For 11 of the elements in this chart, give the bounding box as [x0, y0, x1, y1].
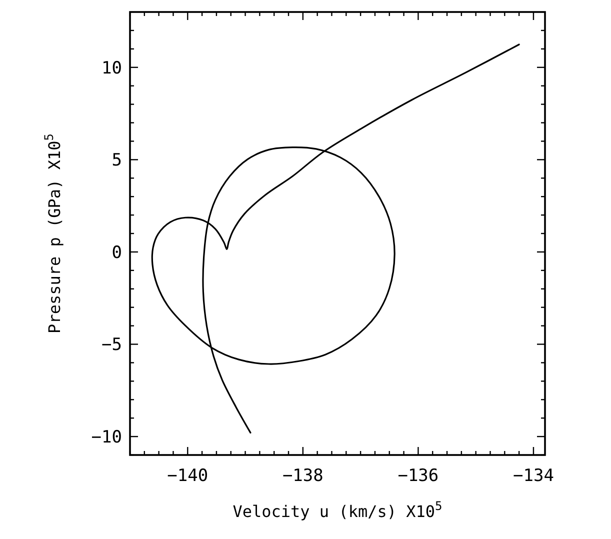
x-tick-label: −134: [512, 466, 554, 486]
x-tick-label: −138: [282, 466, 324, 486]
line-series: [151, 44, 520, 434]
x-axis-title: Velocity u (km/s) X10$^{5}$: [232, 499, 442, 521]
y-tick-label: −10: [91, 427, 122, 448]
y-tick-label: 10: [102, 58, 122, 78]
x-tick-label: −140: [167, 466, 208, 486]
y-tick-label: −5: [102, 335, 122, 356]
x-tick-label: −136: [398, 466, 439, 486]
y-tick-label: 0: [112, 242, 122, 263]
y-tick-label: 5: [112, 150, 122, 171]
